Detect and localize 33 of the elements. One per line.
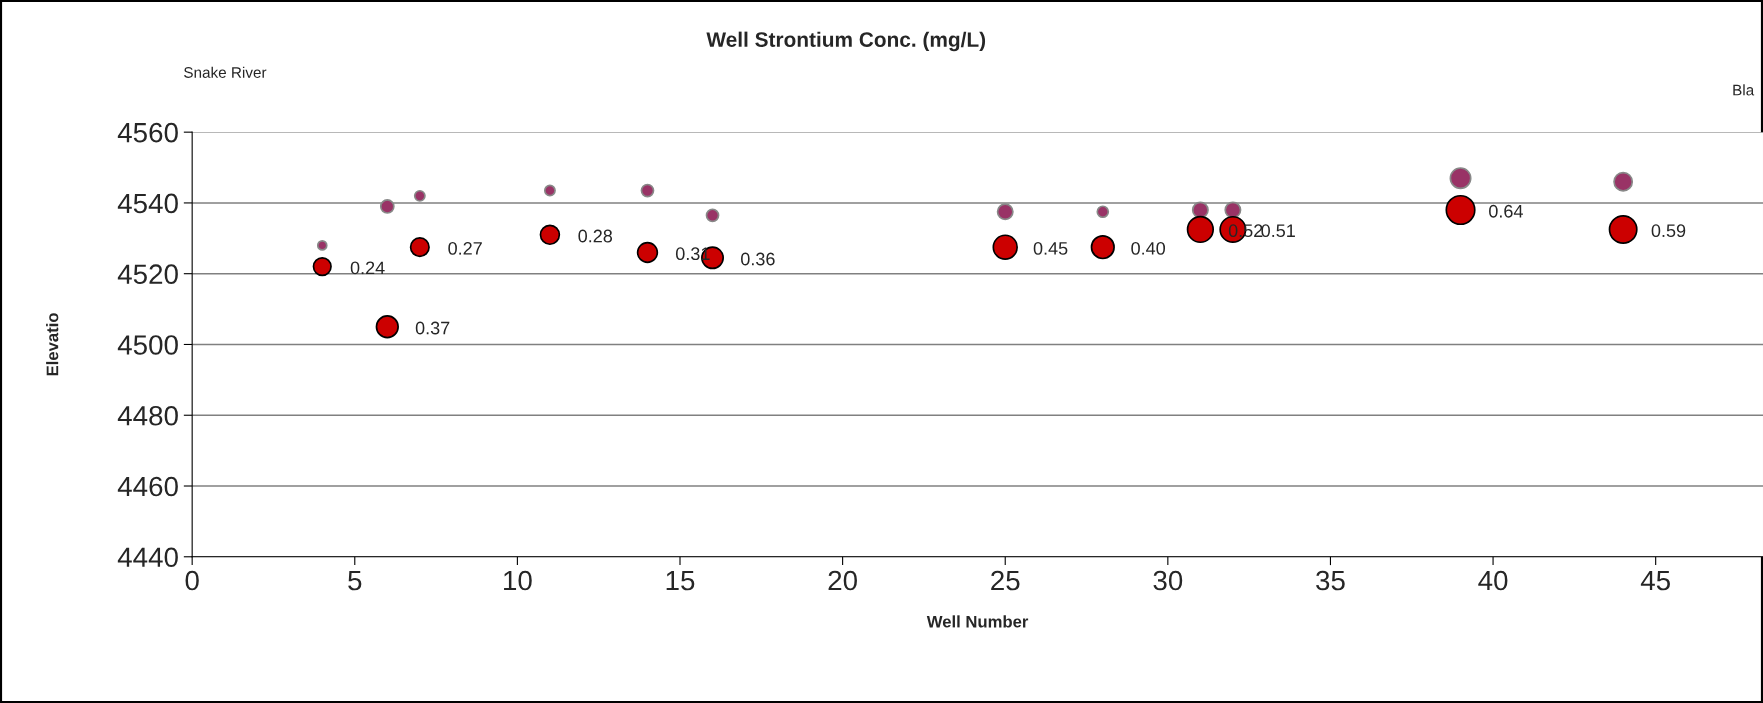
annotation: 0.52	[1228, 224, 1263, 238]
annotation: 0.37	[415, 321, 450, 335]
x-tick-label: 20	[828, 570, 857, 591]
x-tick-label: 35	[1316, 570, 1345, 591]
y-axis-title: Elevatio	[46, 313, 59, 376]
y-tick-label: 4460	[117, 476, 178, 497]
y-tick-label: 4540	[117, 193, 178, 214]
x-tick-label: 0	[185, 570, 199, 591]
annotation: 0.59	[1651, 224, 1686, 238]
x-axis-title: Well Number	[926, 615, 1029, 628]
annotation: 0.64	[1489, 204, 1523, 218]
annotation: 0.51	[1261, 224, 1295, 238]
annotation: 0.40	[1131, 242, 1166, 255]
y-tick-label: 4560	[117, 122, 178, 143]
x-tick-label: 40	[1478, 570, 1508, 591]
chart-title: Well Strontium Conc. (mg/L)	[706, 31, 986, 52]
annotation: 0.24	[350, 261, 385, 275]
annotation: 0.36	[741, 252, 775, 266]
annotation: 0.45	[1033, 242, 1068, 255]
text: Bla	[1733, 84, 1755, 96]
y-tick-label: 4500	[117, 335, 178, 355]
text: Snake River	[184, 66, 267, 78]
x-tick-label: 15	[666, 570, 695, 591]
annotation: 0.28	[578, 229, 613, 243]
y-tick-label: 4440	[117, 547, 178, 568]
y-tick-label: 4480	[117, 405, 178, 426]
y-tick-label: 4520	[117, 264, 178, 285]
x-tick-label: 30	[1153, 570, 1183, 591]
annotation: 0.27	[448, 242, 482, 255]
x-tick-label: 10	[504, 570, 532, 591]
x-tick-label: 5	[348, 570, 362, 591]
x-tick-label: 45	[1640, 570, 1670, 591]
x-tick-label: 25	[991, 570, 1020, 591]
